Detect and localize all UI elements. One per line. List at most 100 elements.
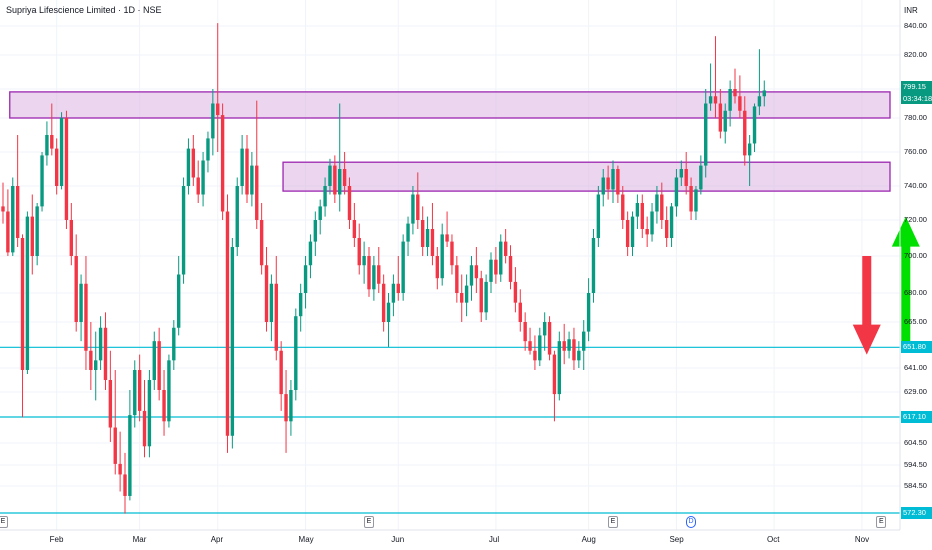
candle xyxy=(528,327,532,355)
candle-body xyxy=(684,169,688,186)
candle xyxy=(152,331,156,390)
candle xyxy=(562,323,566,365)
candle-body xyxy=(533,350,537,361)
candle-body xyxy=(186,148,191,186)
candle xyxy=(313,211,318,256)
candle xyxy=(489,252,493,293)
candle-body xyxy=(89,350,93,370)
candle xyxy=(45,121,49,166)
candle-body xyxy=(611,169,615,190)
candle xyxy=(396,256,400,301)
price-tick-label: 820.00 xyxy=(904,50,927,59)
candle-body xyxy=(469,265,474,286)
candle-body xyxy=(323,186,327,207)
support-price-label: 651.80 xyxy=(901,341,932,354)
candle-body xyxy=(108,380,113,428)
candle xyxy=(743,96,747,166)
candle xyxy=(630,211,635,256)
candle xyxy=(484,274,488,321)
candle-body xyxy=(430,229,435,256)
candle xyxy=(689,177,693,220)
candle xyxy=(362,241,366,284)
currency-label[interactable]: INR xyxy=(904,6,918,15)
candle-body xyxy=(147,380,152,447)
candle xyxy=(367,247,371,297)
candle xyxy=(279,341,283,411)
time-tick-label: Nov xyxy=(854,535,870,544)
candle xyxy=(762,80,766,107)
candle-body xyxy=(25,216,30,370)
price-tick-label: 700.00 xyxy=(904,251,927,260)
candle xyxy=(157,327,161,401)
candle xyxy=(674,169,679,217)
candle xyxy=(118,431,122,492)
candle-body xyxy=(318,206,322,220)
candle-body xyxy=(235,186,239,247)
candle-body xyxy=(440,234,444,279)
price-tick-label: 720.00 xyxy=(904,215,927,224)
candle-body xyxy=(230,247,235,436)
candle xyxy=(499,234,503,282)
candle-body xyxy=(474,265,479,279)
candle-body xyxy=(64,118,69,220)
candle xyxy=(440,223,444,286)
candle xyxy=(89,322,93,390)
candle-body xyxy=(45,135,49,156)
candle xyxy=(464,274,469,317)
candle-body xyxy=(50,135,54,149)
candle xyxy=(625,211,630,256)
candle-body xyxy=(752,106,757,144)
candle-body xyxy=(298,293,303,317)
candle-body xyxy=(216,103,220,116)
candle-body xyxy=(259,220,264,266)
candle xyxy=(176,256,181,336)
candle xyxy=(284,370,288,453)
candle-body xyxy=(494,259,498,275)
candle xyxy=(69,203,74,266)
candle-body xyxy=(689,186,693,212)
candle-body xyxy=(279,350,283,395)
candle xyxy=(582,320,586,370)
candle xyxy=(35,203,39,266)
resistance-zones xyxy=(9,91,891,192)
candle xyxy=(255,100,259,229)
chart-title: Supriya Lifescience Limited · 1D · NSE xyxy=(6,5,162,15)
candle-body xyxy=(196,177,200,195)
earnings-marker[interactable]: E xyxy=(876,516,887,528)
price-tick-label: 594.50 xyxy=(904,460,927,469)
candle-body xyxy=(133,370,137,416)
candle-body xyxy=(694,189,698,212)
candle xyxy=(616,165,620,203)
candle-body xyxy=(455,265,459,293)
earnings-marker[interactable]: E xyxy=(364,516,374,528)
candle xyxy=(606,165,610,200)
candle xyxy=(699,155,703,195)
candle xyxy=(338,103,342,212)
earnings-marker[interactable]: E xyxy=(0,516,8,528)
last-price-label: 799.15 xyxy=(901,81,932,94)
price-tick-label: 665.00 xyxy=(904,317,927,326)
candle xyxy=(113,370,117,475)
candle xyxy=(747,135,752,186)
candle-body xyxy=(206,138,210,161)
dividend-marker[interactable]: D xyxy=(686,516,697,528)
candle-body xyxy=(98,327,103,361)
candle xyxy=(757,49,762,116)
candle-body xyxy=(538,335,542,361)
candle-body xyxy=(294,316,298,390)
candle xyxy=(220,103,225,220)
earnings-marker[interactable]: E xyxy=(608,516,618,528)
candle xyxy=(601,169,605,207)
candle-body xyxy=(650,211,654,235)
candle xyxy=(298,283,303,332)
candle-body xyxy=(367,256,371,290)
candle xyxy=(430,203,435,266)
candle-body xyxy=(352,220,357,238)
candle-body xyxy=(118,463,122,475)
candle-body xyxy=(220,115,225,212)
candle xyxy=(162,370,166,436)
candle xyxy=(406,216,410,256)
price-tick-label: 740.00 xyxy=(904,181,927,190)
candle-body xyxy=(582,331,586,351)
